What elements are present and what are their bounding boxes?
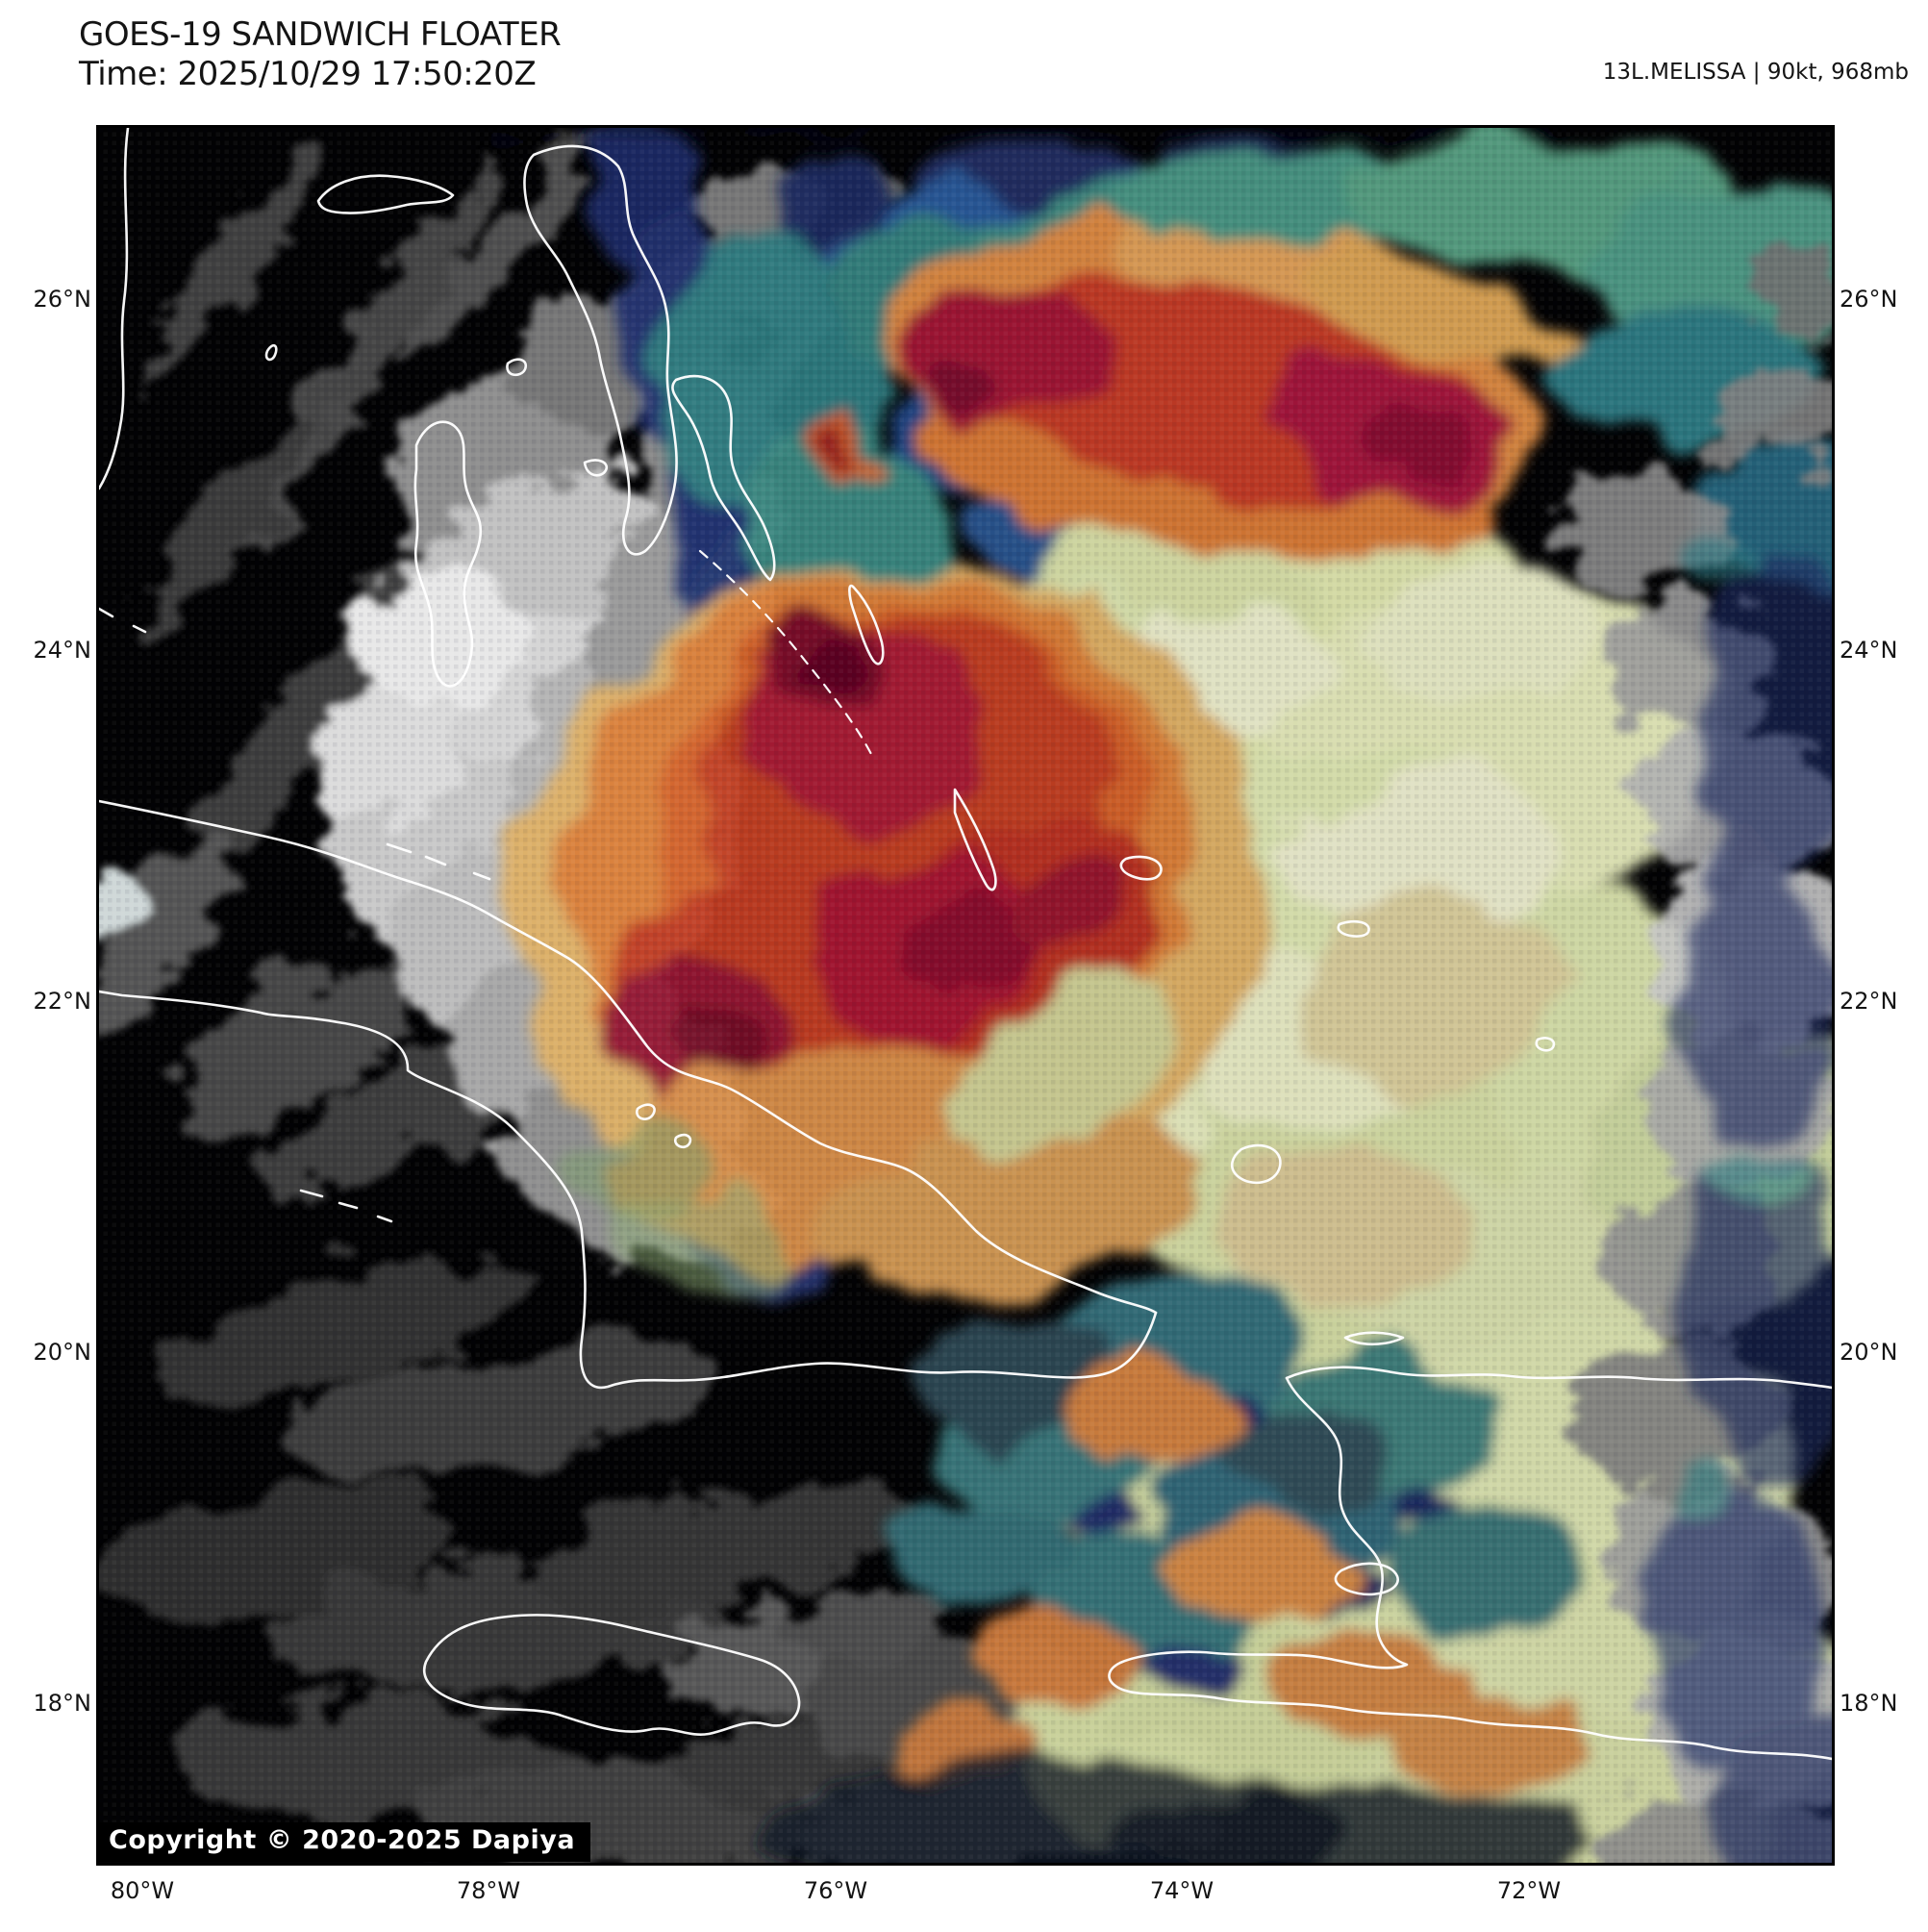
lat-label-right-20n: 20°N — [1840, 1339, 1898, 1366]
lat-label-right-26n: 26°N — [1840, 286, 1898, 313]
coast-eleuthera — [671, 374, 776, 582]
page-title: GOES-19 SANDWICH FLOATER Time: 2025/10/2… — [79, 15, 562, 95]
coast-bimini — [264, 343, 278, 362]
coast-long-island — [953, 788, 997, 891]
coast-mayaguana — [1337, 919, 1370, 938]
coast-tortuga — [1343, 1331, 1405, 1346]
timestamp: Time: 2025/10/29 17:50:20Z — [79, 55, 537, 94]
coastlines-layer — [99, 128, 1832, 1761]
coast-crooked-island — [1119, 855, 1163, 881]
lat-label-left-20n: 20°N — [33, 1339, 92, 1366]
coast-florida — [99, 128, 130, 490]
lat-label-left-22n: 22°N — [33, 988, 92, 1015]
coast-grand-bahama — [316, 174, 455, 214]
coast-hispaniola-north — [1285, 1366, 1832, 1390]
lon-label-78w: 78°W — [456, 1877, 521, 1904]
copyright-badge: Copyright © 2020-2025 Dapiya — [99, 1822, 591, 1862]
coast-berry-islands — [506, 358, 528, 377]
coast-hispaniola-west-south — [1108, 1376, 1832, 1761]
coast-jamaica — [423, 1614, 801, 1737]
coast-abaco — [523, 144, 678, 556]
coast-florida-keys — [99, 607, 147, 634]
coast-turks-caicos — [1535, 1037, 1556, 1052]
lat-label-right-22n: 22°N — [1840, 988, 1898, 1015]
lon-label-72w: 72°W — [1496, 1877, 1562, 1904]
storm-info-badge: 13L.MELISSA | 90kt, 968mb — [1602, 60, 1909, 85]
lat-label-left-18n: 18°N — [33, 1690, 92, 1717]
coast-cat-island — [848, 584, 885, 665]
lat-label-right-24n: 24°N — [1840, 637, 1898, 664]
lat-label-right-18n: 18°N — [1840, 1690, 1898, 1717]
product-title: GOES-19 SANDWICH FLOATER — [79, 15, 562, 54]
lat-label-left-24n: 24°N — [33, 637, 92, 664]
satellite-map — [96, 125, 1835, 1866]
coast-new-providence — [583, 459, 609, 477]
coast-great-inagua — [1230, 1143, 1282, 1185]
satellite-image — [99, 128, 1832, 1863]
lat-label-left-26n: 26°N — [33, 286, 92, 313]
coast-cuba-north — [99, 799, 1158, 1315]
coast-exuma-chain — [698, 549, 875, 760]
lon-label-76w: 76°W — [803, 1877, 868, 1904]
pixelation-overlay — [99, 128, 1832, 1863]
lon-label-74w: 74°W — [1149, 1877, 1214, 1904]
coast-gonave — [1334, 1562, 1399, 1596]
coast-cuba-cays — [299, 842, 491, 1223]
coast-sabana-cays — [636, 1103, 692, 1149]
lon-label-80w: 80°W — [110, 1877, 175, 1904]
coast-andros — [413, 420, 483, 688]
coast-cuba-south — [99, 990, 1158, 1390]
